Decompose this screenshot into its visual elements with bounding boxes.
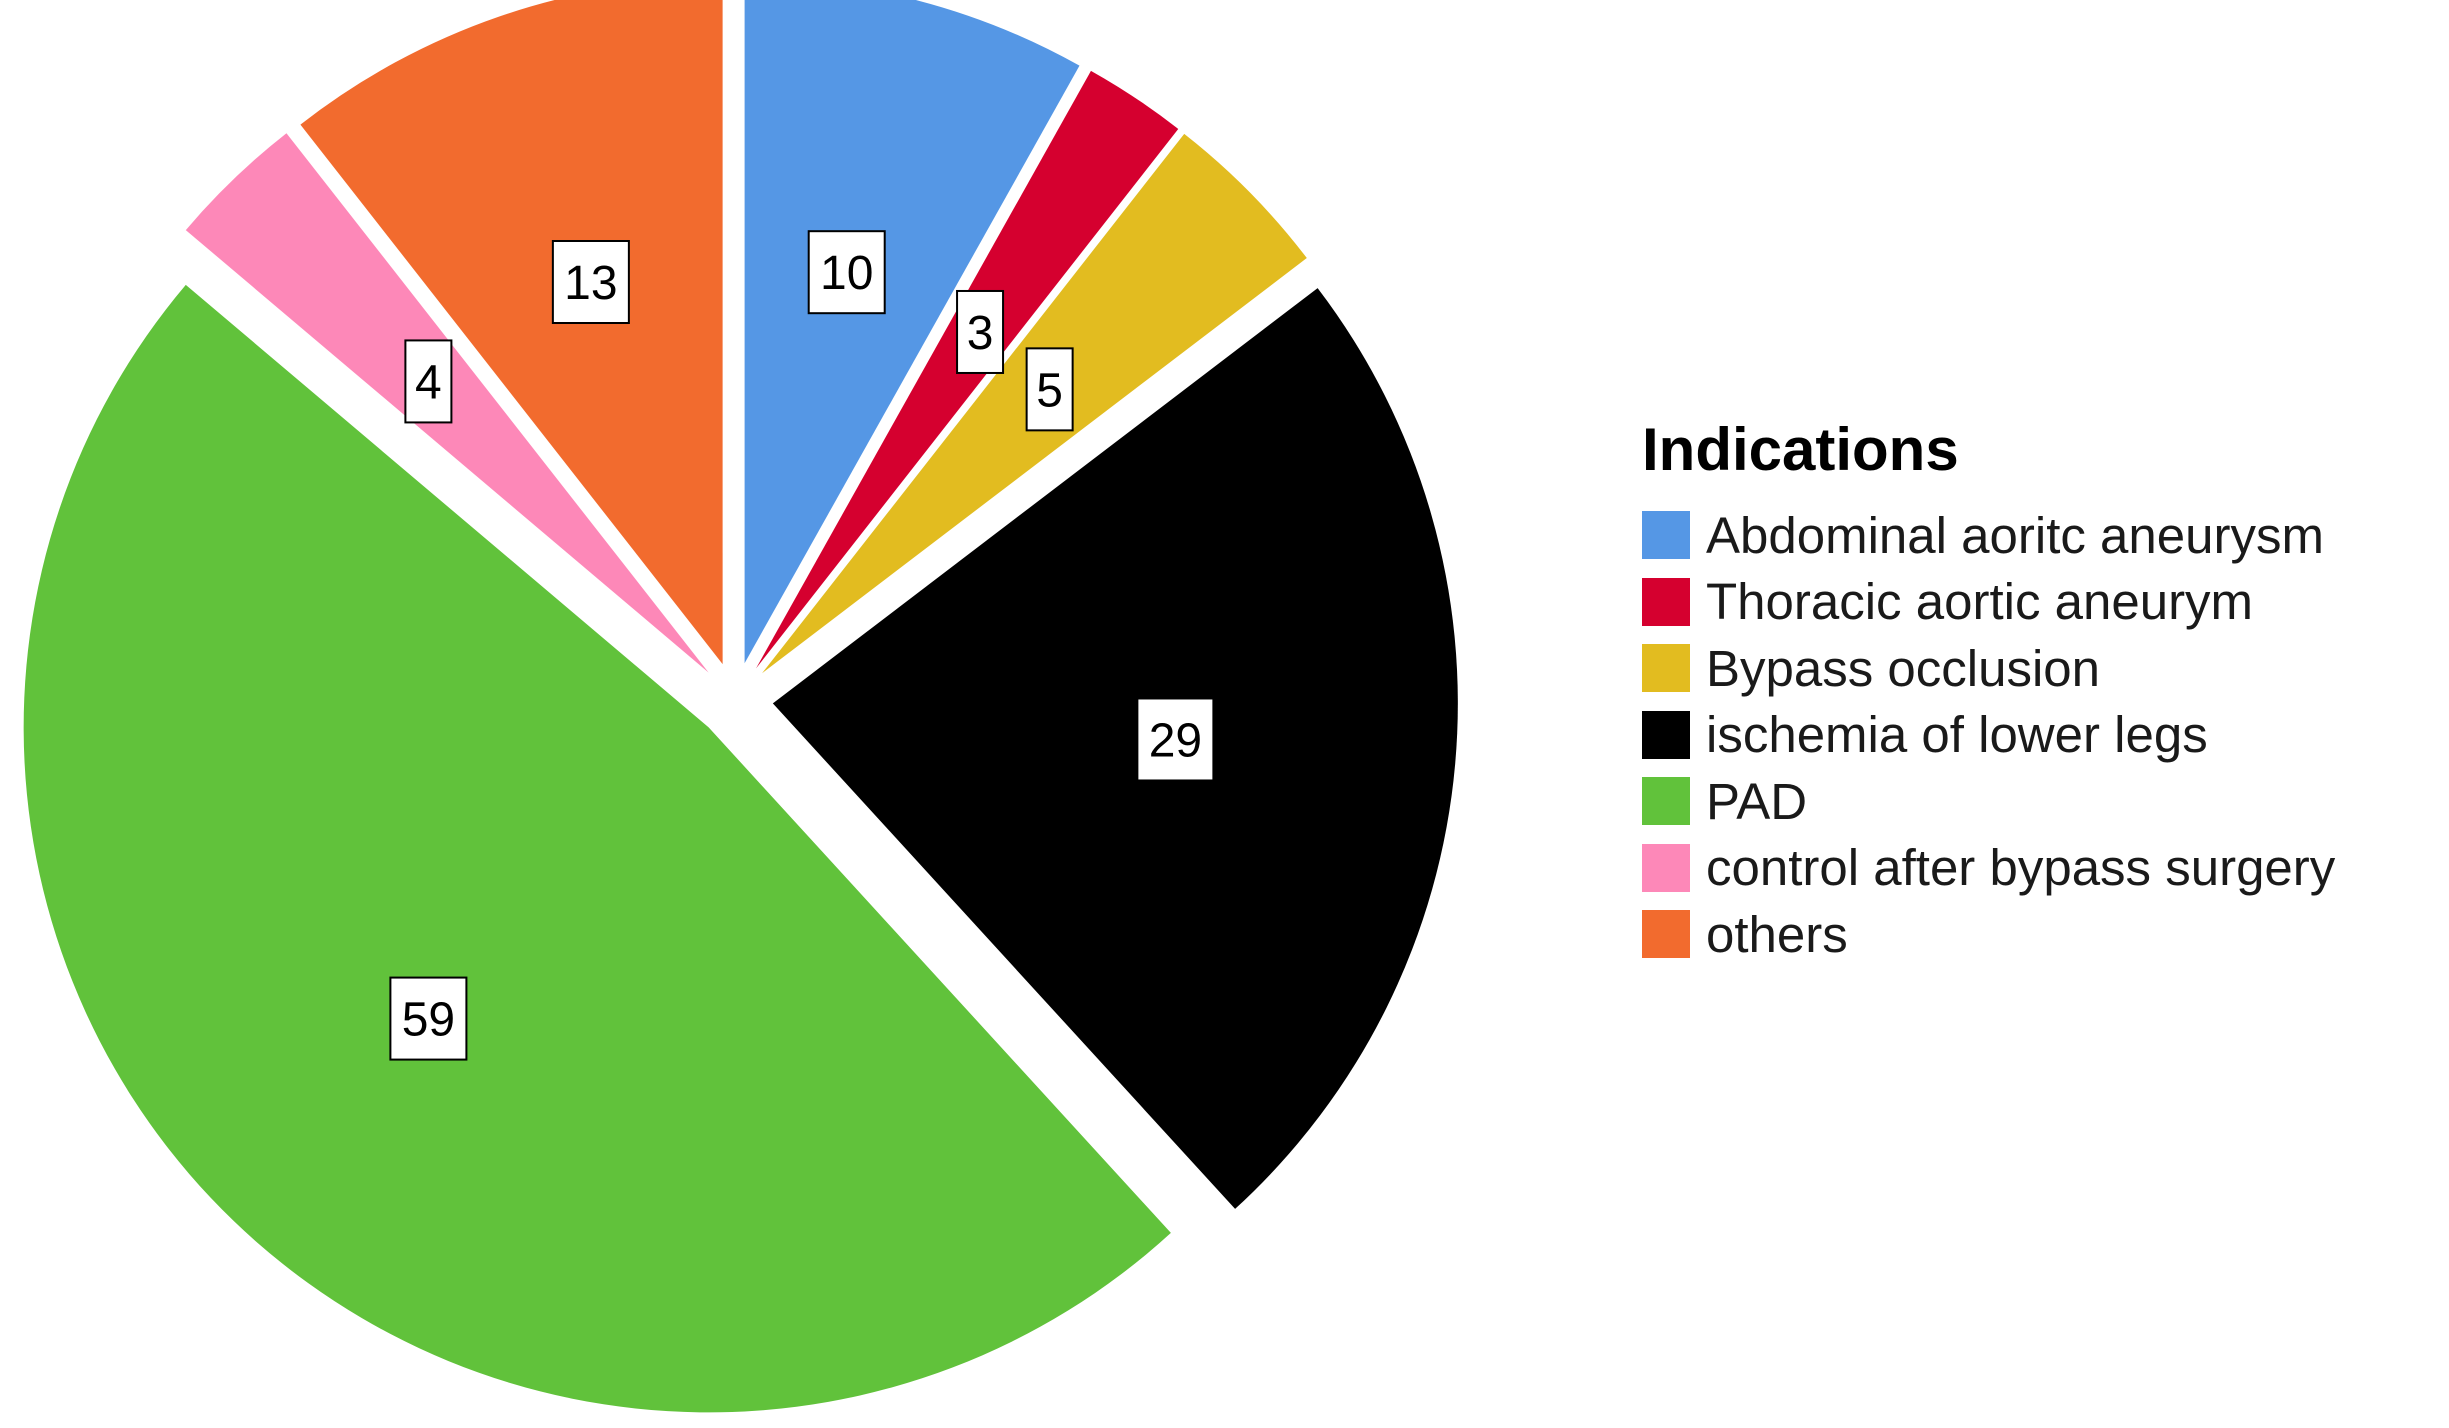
legend-item-control-after-bypass-surgery: control after bypass surgery — [1642, 835, 2335, 902]
pie-slice-ischemia-of-lower-legs — [772, 288, 1458, 1209]
legend-label: Abdominal aoritc aneurysm — [1706, 506, 2324, 564]
data-label-value: 3 — [967, 307, 994, 360]
legend-label: others — [1706, 905, 1848, 963]
legend-items: Abdominal aoritc aneurysm Thoracic aortic… — [1642, 502, 2335, 968]
data-label-bypass-occlusion: 5 — [1025, 347, 1074, 432]
pie-slice-pad — [23, 284, 1171, 1413]
data-label-abdominal-aoritc-aneurysm: 10 — [807, 230, 886, 315]
pie-slices — [23, 0, 1458, 1413]
legend-label: Thoracic aortic aneurym — [1706, 573, 2254, 631]
pie-slice-others — [300, 0, 723, 665]
pie-data-labels: 10 35 29 59 4 13 — [389, 230, 1215, 1061]
data-label-pad: 59 — [389, 976, 468, 1061]
data-label-box — [807, 230, 886, 315]
legend-swatch — [1642, 843, 1690, 892]
data-label-control-after-bypass-surgery: 4 — [404, 339, 453, 424]
pie-slice-abdominal-aoritc-aneurysm — [744, 0, 1080, 664]
legend-swatch — [1642, 577, 1690, 626]
legend-item-ischemia-of-lower-legs: ischemia of lower legs — [1642, 702, 2335, 769]
legend: Indications Abdominal aoritc aneurysm Tho… — [1642, 420, 2335, 968]
data-label-value: 29 — [1149, 714, 1202, 767]
legend-swatch — [1642, 511, 1690, 560]
legend-swatch — [1642, 644, 1690, 693]
legend-item-others: others — [1642, 901, 2335, 968]
legend-item-pad: PAD — [1642, 768, 2335, 835]
data-label-box — [1025, 347, 1074, 432]
legend-item-bypass-occlusion: Bypass occlusion — [1642, 635, 2335, 702]
data-label-box — [404, 339, 453, 424]
data-label-value: 5 — [1036, 364, 1063, 417]
data-label-box — [551, 240, 630, 325]
legend-label: PAD — [1706, 772, 1808, 830]
data-label-ischemia-of-lower-legs: 29 — [1136, 697, 1215, 782]
legend-label: control after bypass surgery — [1706, 839, 2336, 897]
data-label-value: 13 — [564, 257, 617, 310]
legend-swatch — [1642, 710, 1690, 759]
legend-label: Bypass occlusion — [1706, 639, 2101, 697]
legend-item-abdominal-aoritc-aneurysm: Abdominal aoritc aneurysm — [1642, 502, 2335, 569]
legend-label: ischemia of lower legs — [1706, 706, 2208, 764]
legend-item-thoracic-aortic-aneurym: Thoracic aortic aneurym — [1642, 569, 2335, 636]
legend-swatch — [1642, 777, 1690, 826]
legend-title: Indications — [1642, 416, 1959, 483]
data-label-value: 59 — [402, 994, 455, 1047]
data-label-others: 13 — [551, 240, 630, 325]
legend-swatch — [1642, 910, 1690, 959]
data-label-box — [1136, 697, 1215, 782]
data-label-thoracic-aortic-aneurym: 3 — [956, 289, 1005, 374]
data-label-box — [956, 289, 1005, 374]
data-label-box — [389, 976, 468, 1061]
data-label-value: 4 — [415, 356, 442, 409]
data-label-value: 10 — [820, 247, 873, 300]
